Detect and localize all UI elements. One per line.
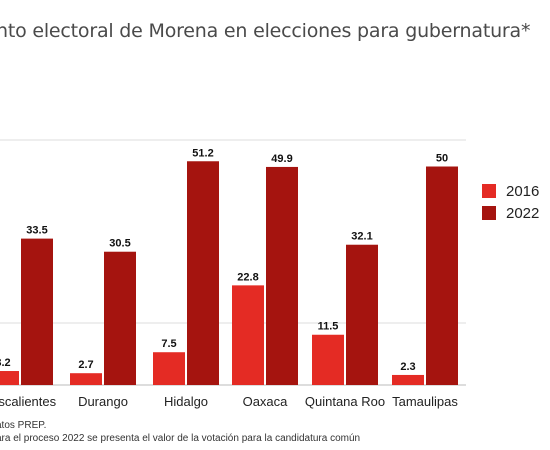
bar-2016-0	[0, 371, 19, 385]
data-label-2022-3: 49.9	[271, 153, 292, 165]
data-label-2016-4: 11.5	[318, 321, 339, 333]
bar-2022-3	[266, 166, 298, 385]
data-label-2022-1: 30.5	[109, 238, 130, 250]
category-label-1: Durango	[78, 394, 128, 409]
data-label-2022-0: 33.5	[26, 225, 47, 237]
legend-label-2022: 2022	[506, 204, 540, 222]
data-label-2016-1: 2.7	[78, 359, 93, 371]
data-label-2022-4: 32.1	[351, 231, 372, 243]
bar-2016-5	[392, 374, 424, 385]
bar-2016-1	[70, 373, 102, 385]
data-label-2016-5: 2.3	[400, 361, 415, 373]
bar-2022-1	[104, 251, 136, 385]
bar-2016-4	[312, 334, 344, 385]
data-label-2016-0: 3.2	[0, 357, 11, 369]
legend-swatch-2016	[482, 184, 496, 198]
bar-2022-0	[21, 238, 53, 385]
footnote-source: atos PREP.	[0, 420, 47, 431]
bar-2022-2	[187, 161, 219, 385]
legend-item-2016: 2016	[482, 180, 539, 202]
data-label-2022-5: 50	[436, 153, 448, 165]
category-label-0: uascalientes	[0, 394, 57, 409]
footnote-coalition: ara el proceso 2022 se presenta el valor…	[0, 433, 361, 444]
category-label-3: Oaxaca	[243, 394, 289, 409]
data-label-2016-3: 22.8	[237, 271, 258, 283]
bar-2022-4	[346, 244, 378, 385]
legend-label-2016: 2016	[506, 182, 540, 200]
data-label-2016-2: 7.5	[161, 338, 176, 350]
category-label-5: Tamaulipas	[392, 394, 458, 409]
chart-title: nto electoral de Morena en elecciones pa…	[0, 20, 531, 42]
category-label-2: Hidalgo	[164, 394, 208, 409]
data-label-2022-2: 51.2	[192, 147, 213, 159]
bar-2016-2	[153, 352, 185, 385]
footnotes: atos PREP. ara el proceso 2022 se presen…	[0, 419, 360, 445]
bar-2022-5	[426, 166, 458, 385]
legend-item-2022: 2022	[482, 202, 539, 224]
legend-swatch-2022	[482, 206, 496, 220]
bar-2016-3	[232, 285, 264, 385]
category-label-4: Quintana Roo	[305, 394, 385, 409]
legend: 2016 2022	[482, 180, 539, 224]
